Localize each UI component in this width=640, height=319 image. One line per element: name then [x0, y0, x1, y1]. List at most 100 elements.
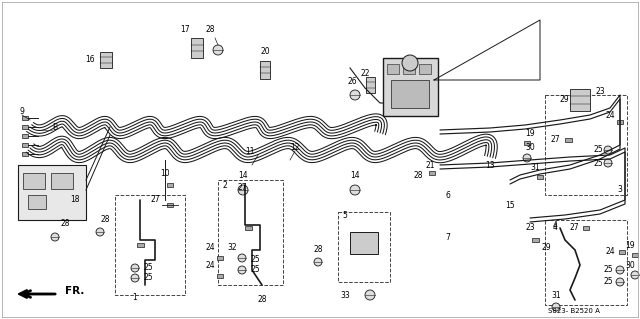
Text: 20: 20 [260, 48, 270, 56]
Text: 5: 5 [342, 211, 348, 219]
Text: 27: 27 [237, 182, 247, 191]
Bar [167, 204, 173, 207]
Circle shape [131, 264, 139, 272]
Bar [583, 226, 589, 230]
Text: 9: 9 [20, 108, 24, 116]
Bar [22, 134, 28, 137]
Text: FR.: FR. [65, 286, 84, 296]
Text: 21: 21 [425, 160, 435, 169]
Circle shape [238, 185, 248, 195]
Text: 10: 10 [160, 168, 170, 177]
Text: 23: 23 [525, 224, 535, 233]
Circle shape [350, 90, 360, 100]
Text: 25: 25 [143, 263, 153, 271]
Bar [383, 58, 438, 116]
Text: 17: 17 [180, 26, 190, 34]
Circle shape [616, 278, 624, 286]
Text: 15: 15 [505, 201, 515, 210]
Text: 28: 28 [313, 246, 323, 255]
Text: 25: 25 [603, 278, 613, 286]
Circle shape [616, 266, 624, 274]
Text: 24: 24 [605, 248, 615, 256]
Bar [28, 195, 46, 209]
Circle shape [523, 154, 531, 162]
Text: 16: 16 [85, 56, 95, 64]
Bar [18, 165, 86, 220]
Bar [338, 212, 390, 282]
Circle shape [238, 254, 246, 262]
Text: 4: 4 [552, 220, 557, 229]
Bar [22, 125, 28, 129]
Circle shape [350, 185, 360, 195]
Text: 28: 28 [413, 170, 423, 180]
Bar [419, 64, 431, 74]
Text: 28: 28 [60, 219, 70, 227]
Text: 4: 4 [552, 222, 557, 232]
Bar [191, 38, 203, 58]
Text: 32: 32 [227, 243, 237, 253]
Text: B: B [52, 123, 58, 132]
Text: 11: 11 [245, 147, 255, 157]
Text: 30: 30 [525, 144, 535, 152]
Text: 18: 18 [70, 196, 80, 204]
Bar [531, 238, 538, 242]
Bar [570, 89, 590, 111]
Text: 29: 29 [559, 95, 569, 105]
Circle shape [402, 55, 418, 71]
Bar [115, 195, 185, 295]
Text: 25: 25 [250, 256, 260, 264]
Text: 27: 27 [550, 136, 560, 145]
Bar [365, 77, 374, 93]
Bar [260, 61, 270, 79]
Text: 31: 31 [551, 291, 561, 300]
Text: 12: 12 [291, 144, 300, 152]
Text: 19: 19 [625, 241, 635, 249]
Bar [100, 52, 112, 68]
Bar [564, 138, 572, 142]
Bar [23, 173, 45, 189]
Bar [524, 141, 530, 145]
Bar [22, 144, 28, 147]
Text: 7: 7 [445, 233, 451, 241]
Bar [22, 116, 28, 120]
Text: 23: 23 [595, 87, 605, 97]
Bar [391, 80, 429, 108]
Circle shape [238, 266, 246, 274]
Text: 14: 14 [238, 172, 248, 181]
Bar [403, 64, 415, 74]
Text: 2: 2 [223, 181, 227, 189]
Circle shape [314, 258, 322, 266]
Text: 25: 25 [250, 265, 260, 275]
Text: 30: 30 [625, 261, 635, 270]
Bar [545, 95, 627, 195]
Text: 25: 25 [603, 265, 613, 275]
Text: 22: 22 [360, 69, 370, 78]
Text: S823- B2520 A: S823- B2520 A [548, 308, 600, 314]
Circle shape [51, 233, 59, 241]
Text: 19: 19 [525, 129, 535, 137]
Text: 27: 27 [569, 224, 579, 233]
Bar [217, 274, 223, 278]
Text: 28: 28 [100, 216, 109, 225]
Text: 24: 24 [605, 110, 615, 120]
Circle shape [131, 274, 139, 282]
Text: 25: 25 [593, 159, 603, 167]
Bar [218, 180, 283, 285]
Text: 14: 14 [350, 172, 360, 181]
Text: 28: 28 [205, 26, 215, 34]
Text: 24: 24 [205, 262, 215, 271]
Bar [22, 152, 28, 156]
Bar [632, 253, 638, 256]
Bar [167, 183, 173, 187]
Bar [244, 226, 252, 230]
Circle shape [631, 271, 639, 279]
Bar [537, 175, 543, 179]
Text: 3: 3 [618, 186, 623, 195]
Circle shape [604, 146, 612, 154]
Text: 28: 28 [257, 295, 267, 305]
Text: 25: 25 [593, 145, 603, 154]
Bar [545, 220, 627, 305]
Text: 31: 31 [530, 164, 540, 173]
Text: 27: 27 [150, 196, 160, 204]
Bar [51, 173, 73, 189]
